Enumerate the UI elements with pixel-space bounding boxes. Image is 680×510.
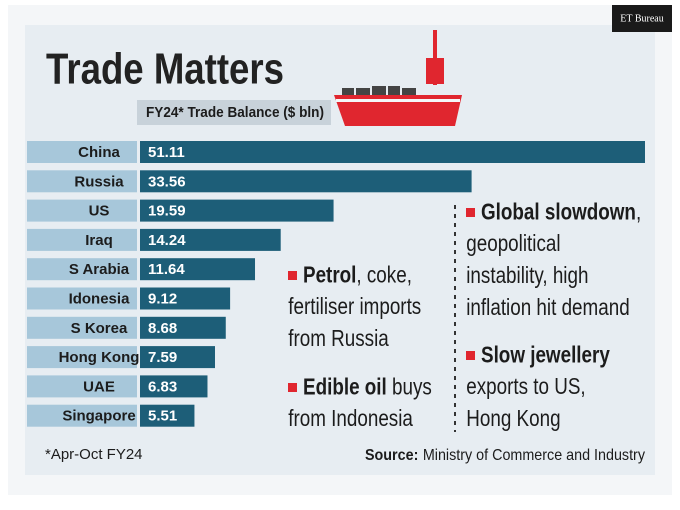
- annotation: Petrol, coke, fertiliser imports from Russ…: [288, 262, 421, 351]
- bar: [140, 346, 215, 369]
- annotation-line: geopolitical: [466, 231, 560, 256]
- annotation-line: fertiliser imports: [288, 294, 421, 319]
- annotation-bold: Petrol: [303, 262, 356, 287]
- annotation: Global slowdown, geopolitical instability,…: [466, 199, 641, 320]
- subtitle: FY24* Trade Balance ($ bln): [146, 104, 324, 121]
- value-label: 14.24: [148, 232, 186, 249]
- category-box: [27, 258, 137, 281]
- category-label: China: [78, 144, 120, 161]
- credit: ET Bureau: [620, 13, 663, 24]
- bullet: [466, 208, 475, 217]
- annotation-bold: Slow jewellery: [481, 342, 610, 367]
- value-label: 51.11: [148, 144, 185, 161]
- value-label: 5.51: [148, 408, 177, 425]
- category-box: [27, 404, 137, 427]
- category-box: [27, 170, 137, 193]
- category-label: S Korea: [71, 320, 128, 337]
- annotation-line: Slow jewellery: [481, 342, 610, 367]
- annotation-text: , coke,: [356, 262, 412, 287]
- category-label: Russia: [74, 173, 124, 190]
- annotation-line: exports to US,: [466, 374, 585, 399]
- bar: [140, 375, 208, 398]
- source-label: Source:: [365, 447, 418, 464]
- value-label: 19.59: [148, 203, 186, 220]
- bar: [140, 170, 472, 193]
- category-label: US: [89, 203, 110, 220]
- annotation-line: Petrol, coke,: [303, 262, 412, 287]
- category-label: UAE: [83, 378, 115, 395]
- bullet: [288, 383, 297, 392]
- annotation: Edible oil buys from Indonesia: [288, 374, 432, 431]
- category-box: [27, 141, 137, 163]
- annotation-line: from Russia: [288, 326, 389, 351]
- category-box: [27, 316, 137, 339]
- annotation-line: Global slowdown,: [481, 199, 641, 224]
- annotation: Slow jewellery exports to US, Hong Kong: [466, 342, 610, 431]
- credit-box: [612, 5, 672, 32]
- source-text: Ministry of Commerce and Industry: [423, 447, 645, 464]
- annotation-line: Hong Kong: [466, 406, 560, 431]
- category-label: Hong Kong: [59, 349, 140, 366]
- annotation-text: ,: [636, 199, 641, 224]
- bar: [140, 199, 334, 222]
- bar: [140, 141, 645, 163]
- annotation-text: buys: [387, 374, 432, 399]
- bar: [140, 258, 256, 281]
- bar: [140, 287, 231, 310]
- category-label: Singapore: [62, 408, 135, 425]
- annotation-line: Edible oil buys: [303, 374, 432, 399]
- bullet: [466, 351, 475, 360]
- chart-title: Trade Matters: [46, 45, 284, 94]
- bar: [140, 404, 195, 427]
- category-label: S Arabia: [69, 261, 130, 278]
- category-box: [27, 228, 137, 251]
- category-label: Iraq: [85, 232, 113, 249]
- category-box: [27, 199, 137, 222]
- source: Source: Ministry of Commerce and Industry: [365, 447, 645, 464]
- annotation-bold: Global slowdown: [481, 199, 636, 224]
- value-label: 7.59: [148, 349, 177, 366]
- category-box: [27, 375, 137, 398]
- category-label: Idonesia: [69, 290, 131, 307]
- value-label: 33.56: [148, 173, 186, 190]
- annotation-line: inflation hit demand: [466, 295, 629, 320]
- category-box: [27, 346, 137, 369]
- value-label: 6.83: [148, 378, 177, 395]
- annotation-line: instability, high: [466, 263, 588, 288]
- value-label: 11.64: [148, 261, 185, 278]
- bar: [140, 316, 226, 339]
- annotation-bold: Edible oil: [303, 374, 387, 399]
- value-label: 9.12: [148, 290, 177, 307]
- annotation-line: from Indonesia: [288, 406, 413, 431]
- value-label: 8.68: [148, 320, 177, 337]
- bullet: [288, 271, 297, 280]
- ship: [334, 30, 462, 126]
- footnote: *Apr-Oct FY24: [45, 446, 143, 463]
- category-box: [27, 287, 137, 310]
- bar: [140, 228, 281, 251]
- subtitle-box: [137, 100, 331, 125]
